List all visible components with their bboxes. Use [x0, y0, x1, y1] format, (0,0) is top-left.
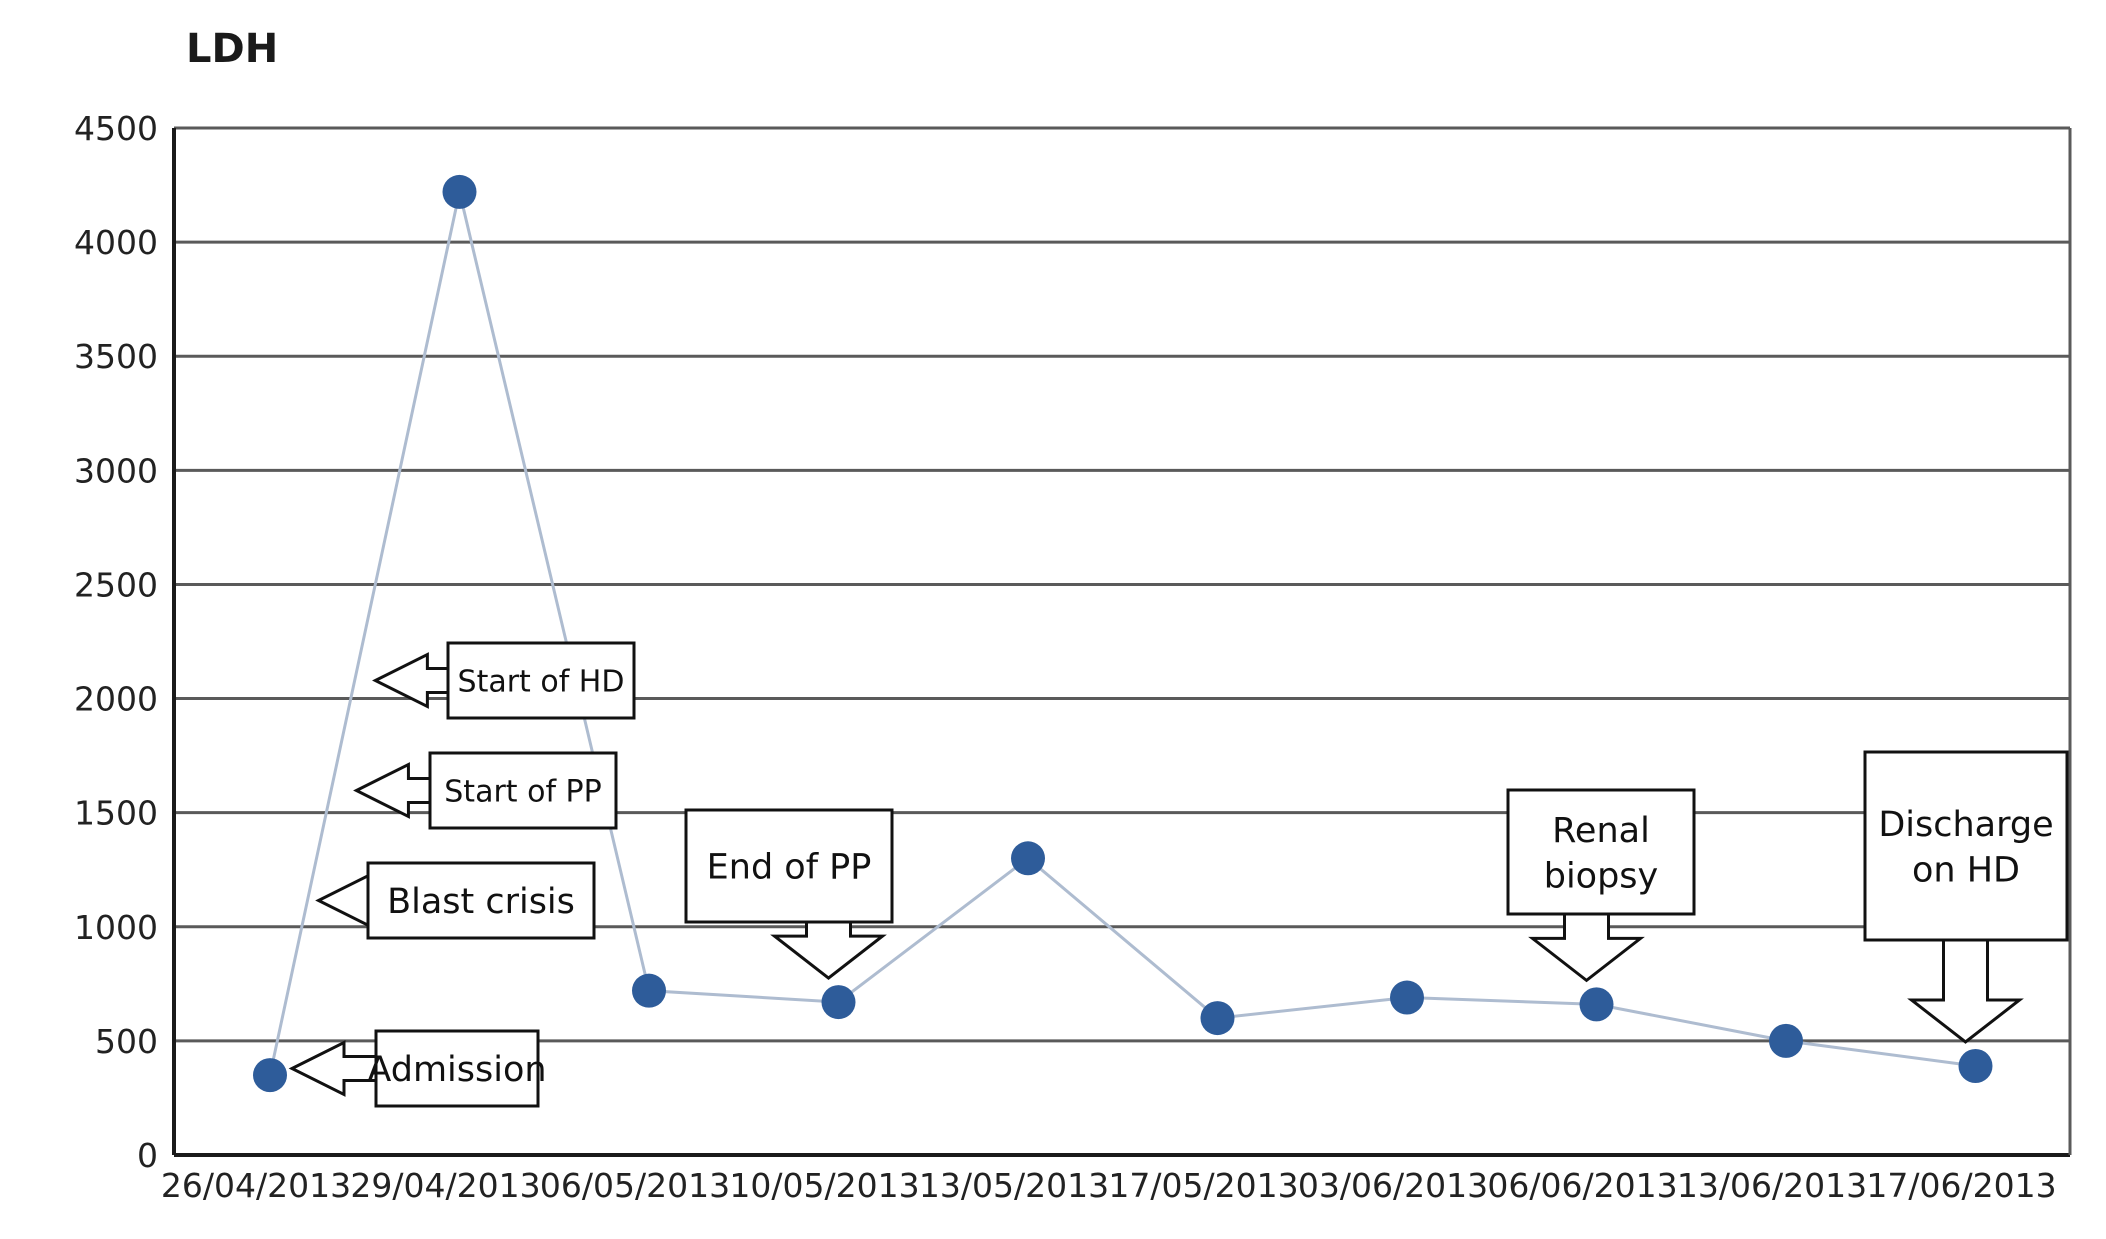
callout-arrow: [770, 920, 887, 980]
callout-text: on HD: [1912, 850, 2020, 890]
callout-arrow: [315, 872, 373, 929]
callout-text: Admission: [367, 1050, 546, 1090]
y-tick-4500: 4500: [74, 109, 158, 148]
y-tick-0: 0: [137, 1136, 158, 1175]
x-tick-1: 29/04/2013: [350, 1166, 540, 1205]
callout-text: biopsy: [1544, 856, 1659, 896]
x-tick-5: 17/05/2013: [1108, 1166, 1298, 1205]
x-tick-2: 06/05/2013: [540, 1166, 730, 1205]
x-tick-9: 17/06/2013: [1866, 1166, 2056, 1205]
annotation-admission: Admission: [288, 1029, 547, 1108]
callout-box: [1506, 788, 1696, 916]
annotation-start-of-pp: Start of PP: [353, 751, 618, 830]
callout-text: Renal: [1552, 811, 1650, 851]
x-tick-7: 06/06/2013: [1487, 1166, 1677, 1205]
callout-box: [684, 808, 894, 924]
callout-text: Start of HD: [458, 664, 625, 699]
y-tick-2500: 2500: [74, 565, 158, 604]
annotation-discharge-on-hd: Discharge on HD: [1863, 750, 2069, 1044]
callout-box: [366, 861, 596, 940]
y-tick-3500: 3500: [74, 337, 158, 376]
callout-arrow: [353, 762, 432, 819]
callout-arrow: [1528, 912, 1645, 983]
callout-box: [428, 751, 618, 830]
callout-text: Discharge: [1878, 805, 2053, 845]
callout-box: [446, 641, 636, 720]
callout-arrow: [288, 1040, 378, 1097]
annotation-blast-crisis: Blast crisis: [315, 861, 596, 940]
callout-text: End of PP: [707, 848, 872, 888]
annotation-end-of-pp: End of PP: [684, 808, 894, 980]
callout-arrow: [1907, 938, 2024, 1044]
y-tick-1500: 1500: [74, 794, 158, 833]
x-tick-8: 13/06/2013: [1677, 1166, 1867, 1205]
y-tick-3000: 3000: [74, 451, 158, 490]
data-point-9: [1958, 1048, 1993, 1083]
y-tick-2000: 2000: [74, 680, 158, 719]
data-point-8: [1769, 1023, 1803, 1058]
data-point-5: [1200, 1001, 1235, 1036]
data-point-4: [1011, 841, 1045, 876]
annotations: Start of HD Start of PP Blast crisis Admiss…: [288, 641, 2069, 1108]
y-tick-500: 500: [95, 1022, 158, 1061]
data-point-3: [821, 985, 856, 1020]
x-tick-3: 10/05/2013: [729, 1166, 919, 1205]
x-tick-0: 26/04/2013: [161, 1166, 351, 1205]
y-tick-4000: 4000: [74, 223, 158, 262]
callout-box: [1863, 750, 2069, 942]
callout-text: Blast crisis: [387, 882, 575, 922]
x-tick-4: 13/05/2013: [919, 1166, 1109, 1205]
data-point-0: [253, 1058, 287, 1093]
y-tick-labels: 0 500 1000 1500 2000 2500 3000 3500 4000 4500: [74, 109, 158, 1175]
axes: [172, 128, 2072, 1157]
annotation-start-of-hd: Start of HD: [372, 641, 636, 720]
series-ldh: [253, 174, 1993, 1093]
data-point-2: [632, 973, 666, 1008]
chart-title: LDH: [186, 26, 279, 72]
data-point-6: [1390, 980, 1424, 1015]
x-tick-6: 03/06/2013: [1298, 1166, 1488, 1205]
x-tick-labels: 26/04/2013 29/04/2013 06/05/2013 10/05/2013…: [161, 1166, 2057, 1205]
data-point-7: [1579, 987, 1614, 1022]
series-line: [268, 191, 1976, 1076]
callout-box: [374, 1029, 540, 1108]
y-tick-1000: 1000: [74, 908, 158, 947]
callout-text: Start of PP: [444, 774, 601, 809]
data-point-1: [442, 174, 477, 209]
annotation-renal-biopsy: Renal biopsy: [1506, 788, 1696, 983]
